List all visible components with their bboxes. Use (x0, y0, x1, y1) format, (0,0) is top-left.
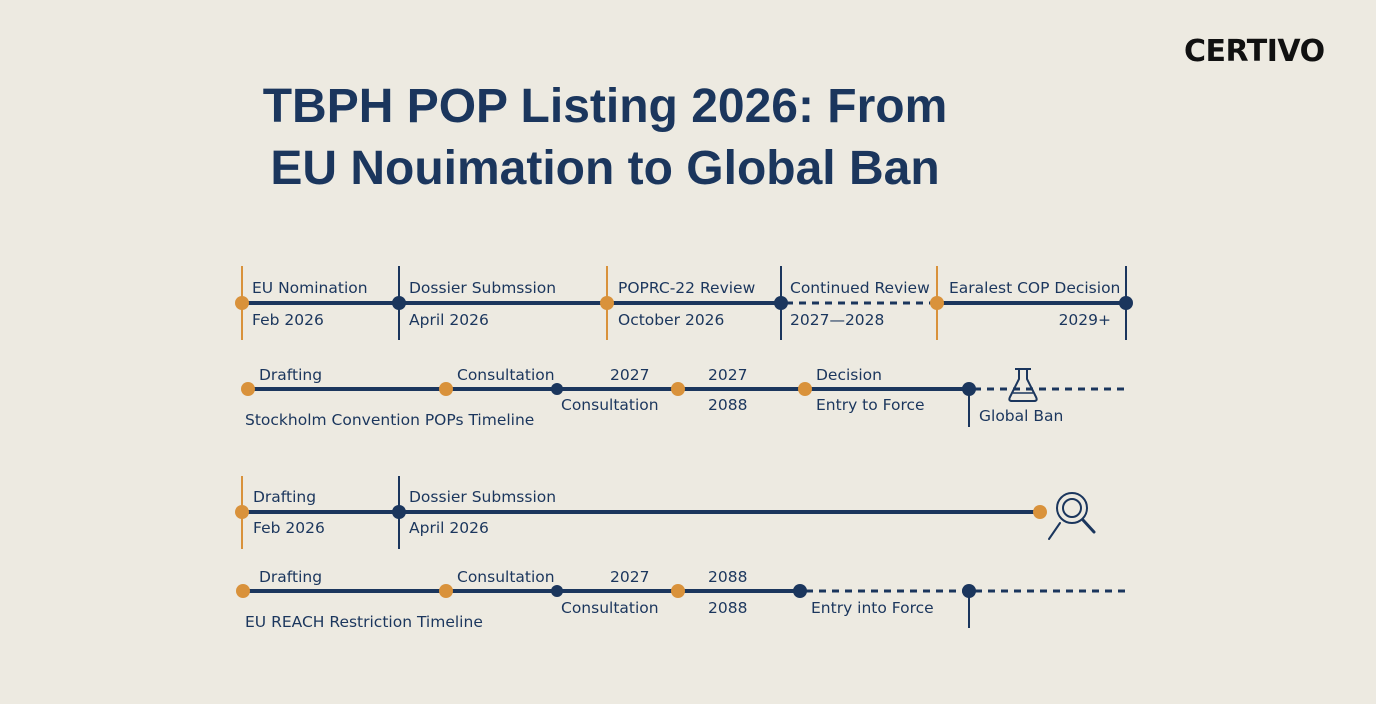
milestone-dot (671, 382, 685, 396)
cop-decision-label: Earalest COP Decision (949, 279, 1120, 297)
milestone-dot (235, 296, 249, 310)
milestone-dot (798, 382, 812, 396)
continued-review-label: Continued Review (790, 279, 930, 297)
decision-label: Decision (816, 366, 882, 384)
consultation-sub-label: Consultation (561, 599, 659, 617)
timeline-row-nomination: EU Nomination Feb 2026 Dossier Submssion… (235, 266, 1133, 340)
page-title: TBPH POP Listing 2026: From EU Nouimatio… (200, 76, 1010, 200)
cop-decision-date: 2029+ (1059, 311, 1111, 329)
entry-to-force-label: Entry to Force (816, 396, 925, 414)
consultation-label: Consultation (457, 568, 555, 586)
magnifier-icon (1048, 492, 1096, 540)
consultation-label: Consultation (457, 366, 555, 384)
milestone-dot (392, 296, 406, 310)
milestone-dot (236, 584, 250, 598)
timeline-caption: EU REACH Restriction Timeline (245, 613, 483, 631)
year-label-a: 2027 (610, 568, 649, 586)
entry-into-force-label: Entry into Force (811, 599, 934, 617)
year-label-a: 2027 (610, 366, 649, 384)
milestone-dot (241, 382, 255, 396)
dossier-submission-label: Dossier Submssion (409, 279, 556, 297)
timeline-row-reach: Drafting Consultation 2027 Consultation … (236, 568, 1128, 631)
milestone-dot (1119, 296, 1133, 310)
milestone-dot (930, 296, 944, 310)
milestone-dot (392, 505, 406, 519)
consultation-sub-label: Consultation (561, 396, 659, 414)
milestone-dot (439, 382, 453, 396)
flask-icon (1008, 368, 1038, 402)
timeline-row-stockholm: Drafting Consultation 2027 Consultation … (241, 366, 1128, 429)
year-label-b: 2088 (708, 568, 747, 586)
title-line-2: EU Nouimation to Global Ban (270, 142, 940, 195)
year-label-c: 2088 (708, 599, 747, 617)
global-ban-label: Global Ban (979, 407, 1063, 425)
dossier-submission-date: April 2026 (409, 311, 489, 329)
milestone-dot (439, 584, 453, 598)
milestone-dot (235, 505, 249, 519)
drafting-label: Drafting (259, 366, 322, 384)
continued-review-date: 2027—2028 (790, 311, 884, 329)
eu-nomination-label: EU Nomination (252, 279, 368, 297)
milestone-dot (962, 584, 976, 598)
eu-nomination-date: Feb 2026 (252, 311, 324, 329)
drafting-label: Drafting (259, 568, 322, 586)
drafting-date: Feb 2026 (253, 519, 325, 537)
milestone-dot (551, 585, 563, 597)
milestone-dot (671, 584, 685, 598)
milestone-dot (551, 383, 563, 395)
timeline-row-dossier: Drafting Feb 2026 Dossier Submssion Apri… (235, 476, 1096, 549)
dossier-submission-label: Dossier Submssion (409, 488, 556, 506)
certivo-logo: CERTIVO (1184, 34, 1325, 69)
milestone-dot (962, 382, 976, 396)
poprc-review-label: POPRC-22 Review (618, 279, 756, 297)
milestone-dot (600, 296, 614, 310)
milestone-dot (793, 584, 807, 598)
poprc-review-date: October 2026 (618, 311, 724, 329)
milestone-dot (774, 296, 788, 310)
year-label-c: 2088 (708, 396, 747, 414)
milestone-dot (1033, 505, 1047, 519)
year-label-b: 2027 (708, 366, 747, 384)
dossier-submission-date: April 2026 (409, 519, 489, 537)
drafting-label: Drafting (253, 488, 316, 506)
timeline-caption: Stockholm Convention POPs Timeline (245, 411, 534, 429)
title-line-1: TBPH POP Listing 2026: From (262, 80, 948, 133)
